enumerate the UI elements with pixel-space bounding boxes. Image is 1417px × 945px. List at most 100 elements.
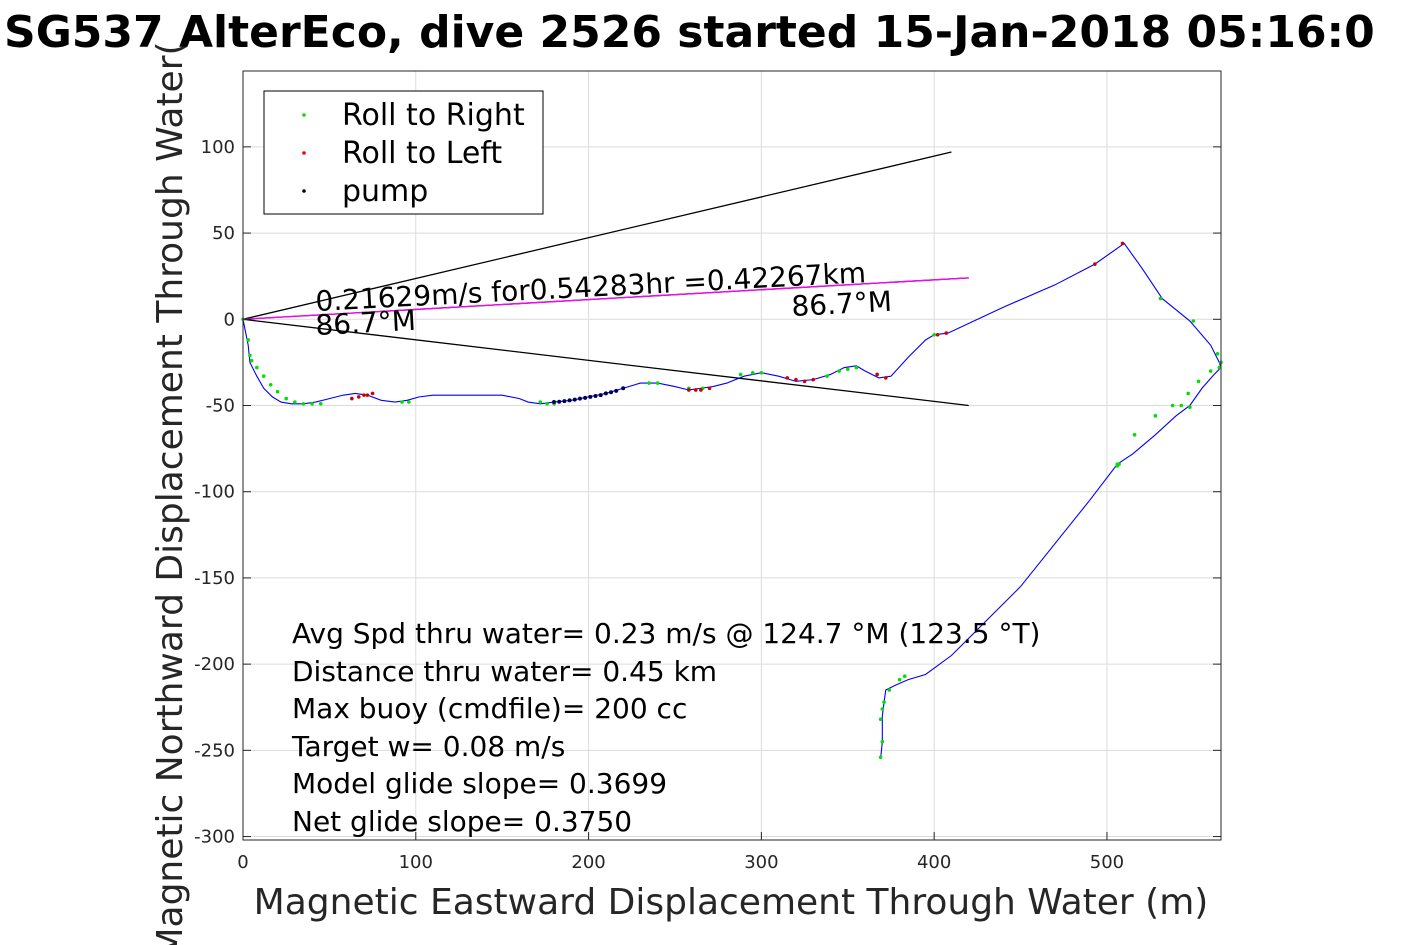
roll-right-point	[249, 358, 254, 363]
x-tick-label: 300	[744, 852, 778, 873]
roll-right-point	[880, 707, 885, 711]
y-tick-label: -150	[194, 568, 235, 589]
roll-right-point	[932, 333, 936, 337]
roll-right-point	[1115, 462, 1120, 466]
pump-point	[621, 386, 626, 391]
roll-left-point	[365, 393, 370, 397]
pump-point	[598, 393, 603, 398]
stat-target-w: Target w= 0.08 m/s	[291, 730, 565, 763]
roll-left-point	[944, 331, 949, 335]
roll-points	[241, 241, 1223, 760]
plot-frame	[242, 70, 1222, 841]
legend-label-roll-right: Roll to Right	[342, 98, 525, 133]
roll-right-point	[318, 401, 323, 406]
roll-left-point	[687, 388, 691, 392]
roll-right-point	[1170, 403, 1175, 408]
roll-right-point	[1196, 379, 1201, 384]
roll-left-point	[1093, 262, 1097, 266]
roll-right-point	[301, 401, 306, 406]
roll-right-point	[1153, 414, 1158, 418]
roll-right-point	[310, 401, 314, 406]
y-tick-label: -100	[194, 482, 235, 503]
roll-right-point	[887, 688, 892, 692]
roll-right-point	[1217, 365, 1222, 370]
stat-model-glide-slope: Model glide slope= 0.3699	[292, 767, 667, 800]
stat-max-buoy: Max buoy (cmdfile)= 200 cc	[292, 692, 687, 725]
roll-right-point	[293, 400, 297, 404]
roll-left-point	[785, 376, 790, 380]
roll-right-point	[275, 389, 280, 394]
pump-point	[577, 396, 582, 401]
roll-right-point	[407, 400, 411, 404]
x-tick-labels: 0 100 200 300 400 500	[237, 832, 1124, 873]
stats-annotation: Avg Spd thru water= 0.23 m/s @ 124.7 °M …	[291, 617, 1040, 838]
roll-right-point	[738, 372, 743, 377]
roll-right-point	[1208, 369, 1213, 373]
roll-right-point	[750, 370, 755, 375]
roll-left-point	[935, 333, 940, 337]
roll-right-point	[647, 381, 651, 385]
roll-right-point	[845, 367, 850, 372]
y-tick-label: -50	[206, 395, 235, 416]
y-tick-label: -200	[194, 654, 235, 675]
roll-right-point	[246, 338, 250, 342]
pump-point	[557, 399, 562, 404]
roll-right-point	[882, 700, 886, 704]
y-tick-label: -300	[194, 827, 235, 848]
roll-right-point	[284, 396, 288, 401]
roll-right-point	[1132, 433, 1137, 437]
roll-right-point	[825, 374, 829, 378]
pump-point	[583, 395, 588, 400]
roll-right-point	[1191, 319, 1196, 323]
roll-left-point	[1120, 241, 1125, 246]
roll-right-point	[255, 365, 259, 370]
legend-label-roll-left: Roll to Left	[342, 136, 502, 171]
roll-left-point	[794, 377, 798, 382]
roll-right-point	[655, 381, 660, 385]
roll-right-point	[878, 755, 883, 760]
roll-right-point	[759, 370, 764, 375]
pump-point	[593, 394, 598, 399]
roll-right-point	[854, 365, 859, 370]
legend: Roll to Right Roll to Left pump	[263, 90, 544, 215]
roll-right-point	[545, 401, 549, 406]
roll-left-point	[370, 391, 375, 396]
roll-right-point	[880, 739, 885, 744]
stat-distance: Distance thru water= 0.45 km	[292, 655, 717, 688]
roll-left-point	[699, 388, 703, 392]
roll-right-point	[248, 353, 252, 358]
y-tick-label: 0	[224, 309, 235, 330]
pump-point	[552, 400, 557, 405]
heading-wedge-lines	[242, 151, 969, 407]
x-tick-label: 100	[399, 852, 433, 873]
y-tick-label: 100	[201, 137, 235, 158]
angle-label-upper: 86.7°M	[791, 285, 893, 323]
roll-right-point	[1158, 296, 1163, 301]
legend-marker-pump	[302, 189, 306, 193]
pump-point	[562, 399, 567, 404]
x-axis-label: Magnetic Eastward Displacement Through W…	[254, 882, 1209, 923]
roll-right-point	[837, 369, 841, 373]
roll-right-point	[897, 677, 902, 682]
stat-net-glide-slope: Net glide slope= 0.3750	[292, 805, 632, 838]
roll-left-point	[350, 396, 354, 401]
pump-point	[572, 397, 577, 402]
y-tick-label: -250	[194, 740, 235, 761]
roll-left-point	[875, 372, 879, 377]
pump-point	[567, 398, 572, 403]
roll-left-point	[356, 395, 361, 399]
pump-point	[609, 390, 614, 395]
legend-box	[263, 90, 544, 215]
roll-left-point	[883, 376, 888, 380]
roll-left-point	[362, 393, 366, 397]
heading-line	[242, 277, 969, 320]
roll-left-point	[693, 388, 698, 392]
angle-label-lower: 86.7°M	[315, 304, 417, 342]
x-tick-label: 400	[917, 852, 951, 873]
pump-point	[588, 394, 593, 399]
roll-right-point	[261, 374, 266, 378]
roll-left-point	[811, 377, 816, 382]
x-tick-label: 500	[1090, 852, 1124, 873]
x-tick-label: 0	[237, 852, 248, 873]
